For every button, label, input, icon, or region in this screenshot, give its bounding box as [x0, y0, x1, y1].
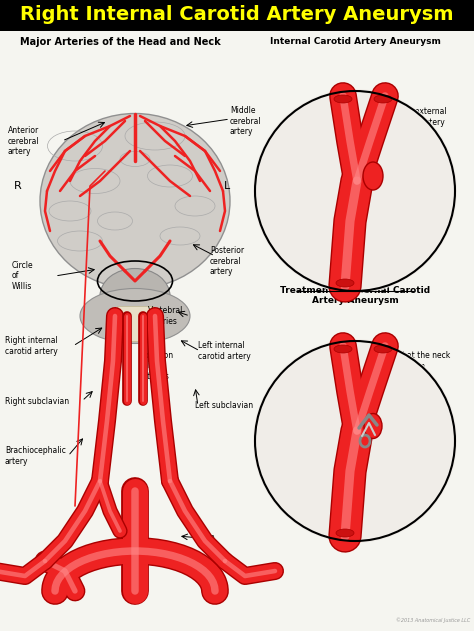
Text: Middle
cerebral
artery: Middle cerebral artery [230, 106, 262, 136]
Text: Aorta: Aorta [195, 533, 216, 543]
Text: Treatment of Internal Carotid
Artery Aneurysm: Treatment of Internal Carotid Artery Ane… [280, 286, 430, 305]
Text: Major Arteries of the Head and Neck: Major Arteries of the Head and Neck [19, 37, 220, 47]
Text: Posterior
cerebral
artery: Posterior cerebral artery [210, 246, 244, 276]
Text: Internal Carotid Artery Aneurysm: Internal Carotid Artery Aneurysm [270, 37, 440, 46]
Text: L: L [224, 181, 230, 191]
Ellipse shape [374, 95, 392, 103]
Bar [117, 306, 153, 341]
Ellipse shape [374, 345, 392, 353]
Text: Left subclavian: Left subclavian [195, 401, 253, 411]
Text: Right internal
carotid artery: Right internal carotid artery [5, 336, 58, 356]
Ellipse shape [100, 269, 170, 324]
Ellipse shape [363, 162, 383, 190]
Text: Right external
carotid artery: Right external carotid artery [392, 107, 447, 127]
Text: L: L [270, 171, 276, 181]
Ellipse shape [336, 279, 354, 287]
Ellipse shape [80, 288, 190, 343]
Text: Clip placed at the neck
of the aneurysm: Clip placed at the neck of the aneurysm [362, 351, 450, 370]
Text: R: R [14, 181, 22, 191]
Text: Distal right internal
carotid bifurcation
aneurysm: Distal right internal carotid bifurcatio… [358, 226, 433, 256]
Ellipse shape [334, 345, 352, 353]
Text: Circle
of
Willis: Circle of Willis [12, 261, 34, 291]
Text: Left internal
carotid artery: Left internal carotid artery [198, 341, 251, 361]
Text: Vertebral
arteries: Vertebral arteries [148, 306, 183, 326]
Ellipse shape [40, 114, 230, 288]
Text: Brachiocephalic
artery: Brachiocephalic artery [5, 446, 66, 466]
Text: Common
carotid
arteries: Common carotid arteries [140, 351, 174, 381]
Text: Right Internal Carotid Artery Aneurysm: Right Internal Carotid Artery Aneurysm [20, 6, 454, 25]
Text: Right subclavian: Right subclavian [5, 396, 69, 406]
Ellipse shape [364, 413, 382, 439]
Text: ©2013 Anatomical Justice LLC: ©2013 Anatomical Justice LLC [396, 617, 470, 623]
Circle shape [253, 89, 457, 293]
Ellipse shape [336, 529, 354, 537]
Text: Anterior
cerebral
artery: Anterior cerebral artery [8, 126, 40, 156]
Bar [0, 0, 474, 31]
Ellipse shape [334, 95, 352, 103]
Circle shape [253, 339, 457, 543]
